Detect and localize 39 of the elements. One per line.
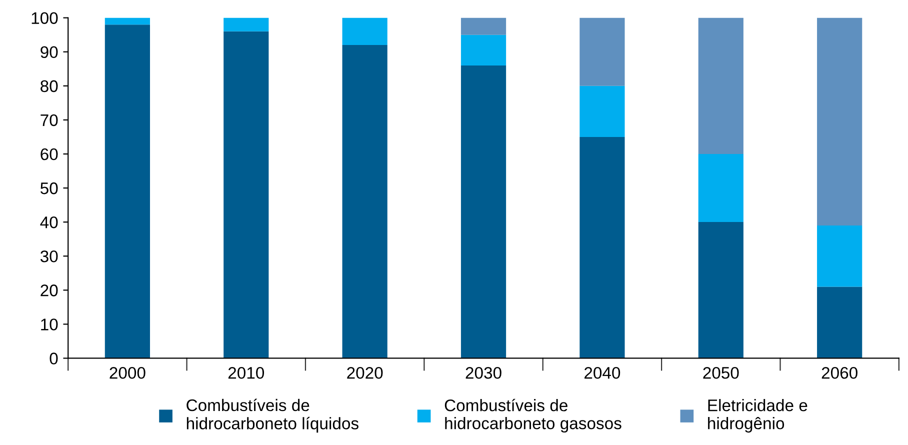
y-tick-label: 80 xyxy=(40,80,58,92)
y-tick-label: 90 xyxy=(40,46,58,58)
y-tick-label: 60 xyxy=(40,148,58,160)
bar xyxy=(580,18,625,86)
x-tick-label: 2030 xyxy=(466,367,502,379)
bar xyxy=(224,18,269,32)
bar xyxy=(698,18,744,154)
x-tick-label: 2010 xyxy=(228,367,264,379)
y-tick-label: 100 xyxy=(32,12,58,24)
x-tick-label: 2040 xyxy=(584,367,620,379)
legend-label: Eletricidade e hidrogênio xyxy=(708,399,808,433)
y-tick-label: 50 xyxy=(40,182,58,194)
x-tick-label: 2050 xyxy=(703,367,739,379)
x-tick-label: 2060 xyxy=(822,367,858,379)
y-tick-label: 0 xyxy=(50,352,58,364)
y-tick-label: 40 xyxy=(40,216,58,228)
y-tick-label: 20 xyxy=(40,284,58,296)
y-tick-label: 70 xyxy=(40,114,58,126)
bar xyxy=(342,18,388,46)
bar xyxy=(698,154,744,222)
x-tick-label: 2020 xyxy=(347,367,383,379)
bar xyxy=(817,286,862,358)
legend-label: Combustíveis de hidrocarboneto gasosos xyxy=(444,398,622,433)
bar xyxy=(342,45,388,358)
x-tick-label: 2000 xyxy=(110,367,146,379)
bar xyxy=(817,18,862,226)
bar xyxy=(104,18,150,25)
bar xyxy=(460,34,506,66)
legend-label: Combustíveis de hidrocarboneto líquidos xyxy=(186,398,358,433)
bar xyxy=(580,86,625,137)
bar xyxy=(224,31,269,358)
bar xyxy=(817,225,862,287)
bar xyxy=(698,222,744,358)
y-tick-label: 30 xyxy=(40,250,58,262)
bar xyxy=(580,136,625,358)
y-tick-label: 10 xyxy=(41,318,58,330)
bar xyxy=(460,65,506,358)
bar xyxy=(104,24,150,358)
bar xyxy=(460,18,506,35)
